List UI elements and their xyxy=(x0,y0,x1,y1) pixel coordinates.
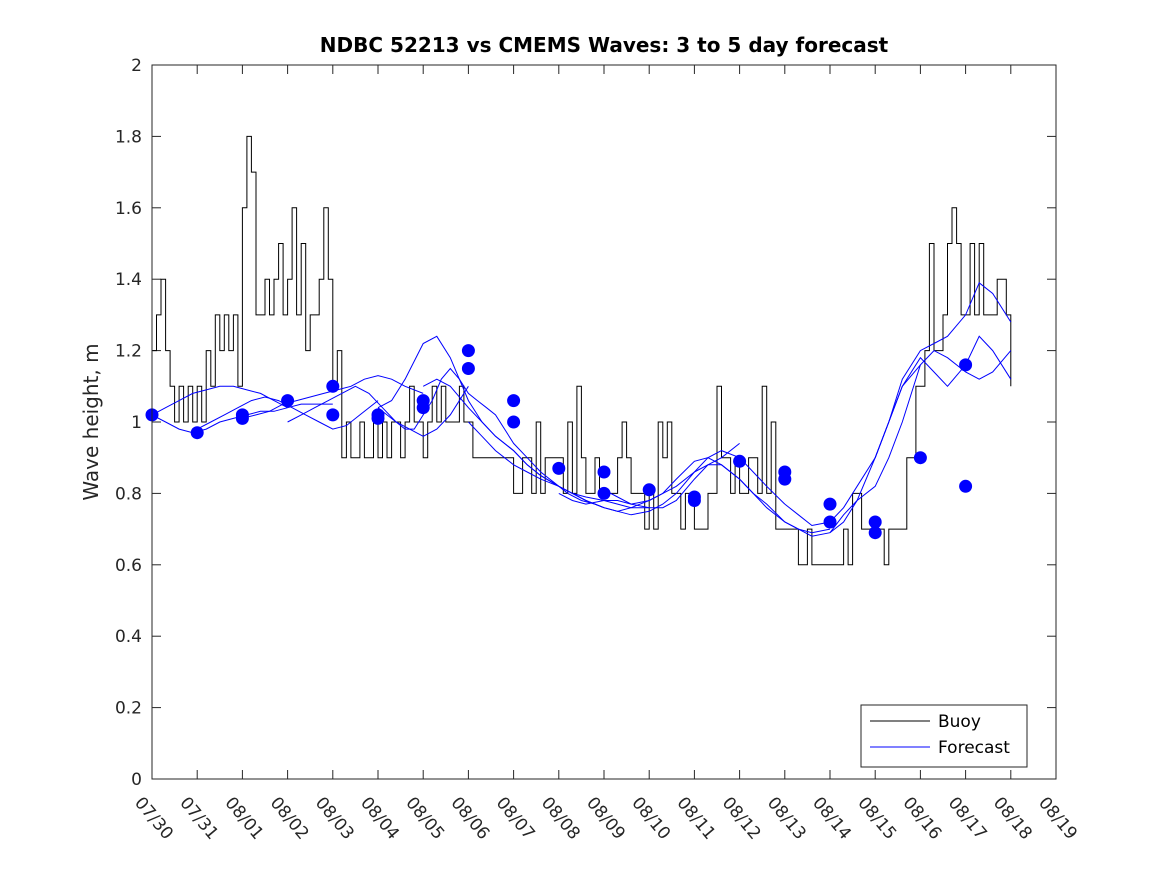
forecast-markers xyxy=(145,344,973,540)
forecast-marker xyxy=(281,394,295,408)
forecast-marker xyxy=(778,472,792,486)
y-tick-label: 0.2 xyxy=(115,699,142,719)
forecast-marker xyxy=(461,362,475,375)
forecast-line-16 xyxy=(874,335,1012,458)
forecast-marker xyxy=(642,483,656,497)
forecast-marker xyxy=(461,344,475,358)
y-tick-label: 1.8 xyxy=(115,127,142,147)
buoy-series xyxy=(152,135,1012,566)
y-tick-label: 0.8 xyxy=(115,484,142,504)
legend-buoy-label: Buoy xyxy=(938,712,981,732)
forecast-marker xyxy=(868,526,882,540)
forecast-line-14 xyxy=(784,282,1012,527)
y-tick-label: 1.6 xyxy=(115,199,142,219)
forecast-marker xyxy=(868,515,882,529)
y-tick-label: 1.4 xyxy=(115,270,142,290)
forecast-marker xyxy=(190,426,204,440)
plot-frame xyxy=(151,64,1057,780)
forecast-marker xyxy=(733,454,747,468)
forecast-line-15 xyxy=(829,349,1012,534)
forecast-marker xyxy=(913,451,927,465)
forecast-marker xyxy=(959,358,973,372)
forecast-marker xyxy=(823,497,837,511)
y-tick-label: 1.2 xyxy=(115,342,142,362)
forecast-marker xyxy=(507,394,521,408)
forecast-marker xyxy=(416,401,430,415)
y-axis-label: Wave height, m xyxy=(79,343,103,500)
forecast-line-1 xyxy=(151,385,288,416)
forecast-line-5 xyxy=(287,385,469,437)
forecast-marker xyxy=(326,379,340,393)
y-tick-label: 2 xyxy=(131,56,142,76)
legend-forecast-label: Forecast xyxy=(938,738,1010,758)
y-tick-label: 0 xyxy=(131,770,142,790)
forecast-marker xyxy=(823,515,837,529)
forecast-marker xyxy=(959,479,973,493)
legend-box xyxy=(860,704,1028,768)
y-tick-label: 0.4 xyxy=(115,627,142,647)
forecast-marker xyxy=(597,486,611,500)
forecast-marker xyxy=(235,408,249,422)
forecast-marker xyxy=(687,494,701,507)
forecast-line-8 xyxy=(422,378,650,509)
forecast-marker xyxy=(552,461,566,475)
y-tick-label: 0.6 xyxy=(115,556,142,576)
forecast-marker xyxy=(597,465,611,479)
forecast-marker xyxy=(507,415,521,429)
forecast-marker xyxy=(326,408,340,422)
buoy-line xyxy=(152,135,1012,566)
plot-area xyxy=(152,65,1056,779)
legend: Buoy Forecast xyxy=(860,704,1028,768)
axis-ticks xyxy=(151,64,1057,780)
forecast-marker xyxy=(371,411,385,425)
chart-title: NDBC 52213 vs CMEMS Waves: 3 to 5 day fo… xyxy=(320,33,889,57)
y-tick-label: 1 xyxy=(131,413,142,433)
y-tick-labels: 0 0.2 0.4 0.6 0.8 1 1.2 1.4 1.6 1.8 2 xyxy=(115,56,142,790)
